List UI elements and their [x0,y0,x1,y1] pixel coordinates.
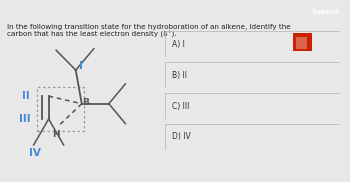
Bar [293,33,312,51]
Text: III: III [19,114,30,124]
Text: Submit: Submit [311,9,339,15]
Text: H: H [52,130,60,139]
Text: A) I: A) I [172,40,184,49]
Text: B) II: B) II [172,71,187,80]
Text: IV: IV [29,148,41,158]
Text: D) IV: D) IV [172,132,190,141]
Text: II: II [22,91,30,101]
Text: B: B [82,98,89,107]
Text: C) III: C) III [172,102,189,110]
Text: In the following transition state for the hydroboration of an alkene, identify t: In the following transition state for th… [7,24,291,38]
Bar [37,87,84,131]
Text: I: I [79,61,83,70]
Bar [295,37,307,49]
